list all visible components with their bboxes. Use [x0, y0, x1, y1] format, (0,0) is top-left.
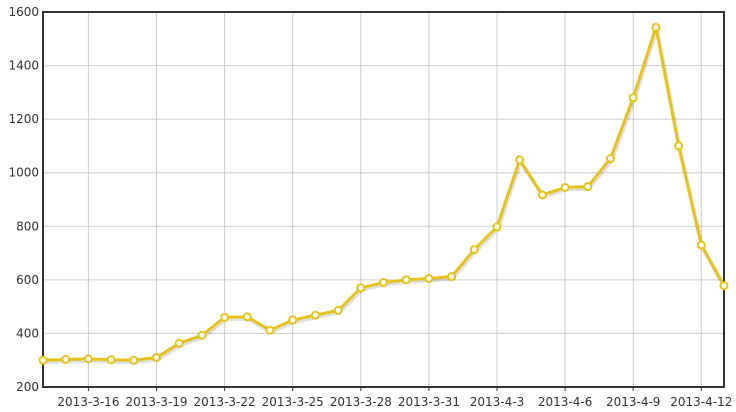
y-tick-label: 1200 [8, 112, 39, 126]
tick-labels: 200 400 600 800 1000 1200 1400 1600 2013-3-16 201… [8, 5, 732, 409]
data-point [696, 240, 706, 250]
y-tick-label: 1400 [8, 59, 39, 73]
data-point [401, 275, 411, 285]
data-point [606, 154, 615, 164]
data-point [265, 325, 275, 335]
data-point [83, 354, 93, 364]
data-point [242, 312, 252, 322]
data-point [129, 355, 139, 365]
x-tick-label: 2013-3-31 [398, 395, 460, 409]
series-line [42, 25, 727, 365]
data-point [333, 305, 343, 315]
x-tick-label: 2013-3-25 [262, 395, 324, 409]
x-tick-label: 2013-4-12 [670, 395, 732, 409]
data-point [356, 283, 366, 293]
data-point [424, 274, 434, 284]
x-tick-label: 2013-3-22 [194, 395, 256, 409]
data-point [106, 355, 116, 365]
series-line-shadow [43, 27, 727, 365]
data-points [38, 22, 729, 365]
data-point [469, 245, 479, 255]
y-tick-label: 400 [16, 326, 39, 340]
data-point [674, 141, 684, 151]
x-tick-label: 2013-4-3 [470, 395, 524, 409]
x-tick-label: 2013-4-6 [538, 395, 592, 409]
data-point [38, 355, 48, 365]
x-tick-label: 2013-3-19 [125, 395, 187, 409]
x-tick-label: 2013-4-9 [606, 395, 660, 409]
data-point [560, 182, 570, 192]
data-point [61, 354, 71, 364]
y-tick-label: 800 [16, 219, 39, 233]
data-point [583, 182, 593, 192]
axes [42, 11, 725, 391]
data-point [719, 281, 729, 291]
data-point [197, 330, 207, 340]
data-point [628, 93, 638, 103]
data-point [651, 22, 661, 32]
x-tick-label: 2013-3-16 [57, 395, 119, 409]
data-point [492, 222, 502, 232]
data-point [152, 353, 161, 363]
x-tick-label: 2013-3-28 [330, 395, 392, 409]
data-point [515, 155, 525, 165]
data-point [310, 310, 320, 320]
data-point [537, 190, 547, 200]
grid [43, 11, 724, 388]
y-tick-label: 600 [16, 273, 39, 287]
y-tick-label: 1000 [8, 166, 39, 180]
y-tick-label: 200 [16, 380, 39, 394]
plot-frame [42, 11, 725, 388]
data-point [379, 278, 388, 288]
data-point [174, 338, 184, 348]
y-tick-label: 1600 [8, 5, 39, 19]
data-point [220, 312, 230, 322]
series-line [42, 25, 726, 362]
data-point [288, 315, 298, 325]
data-point [447, 272, 457, 282]
